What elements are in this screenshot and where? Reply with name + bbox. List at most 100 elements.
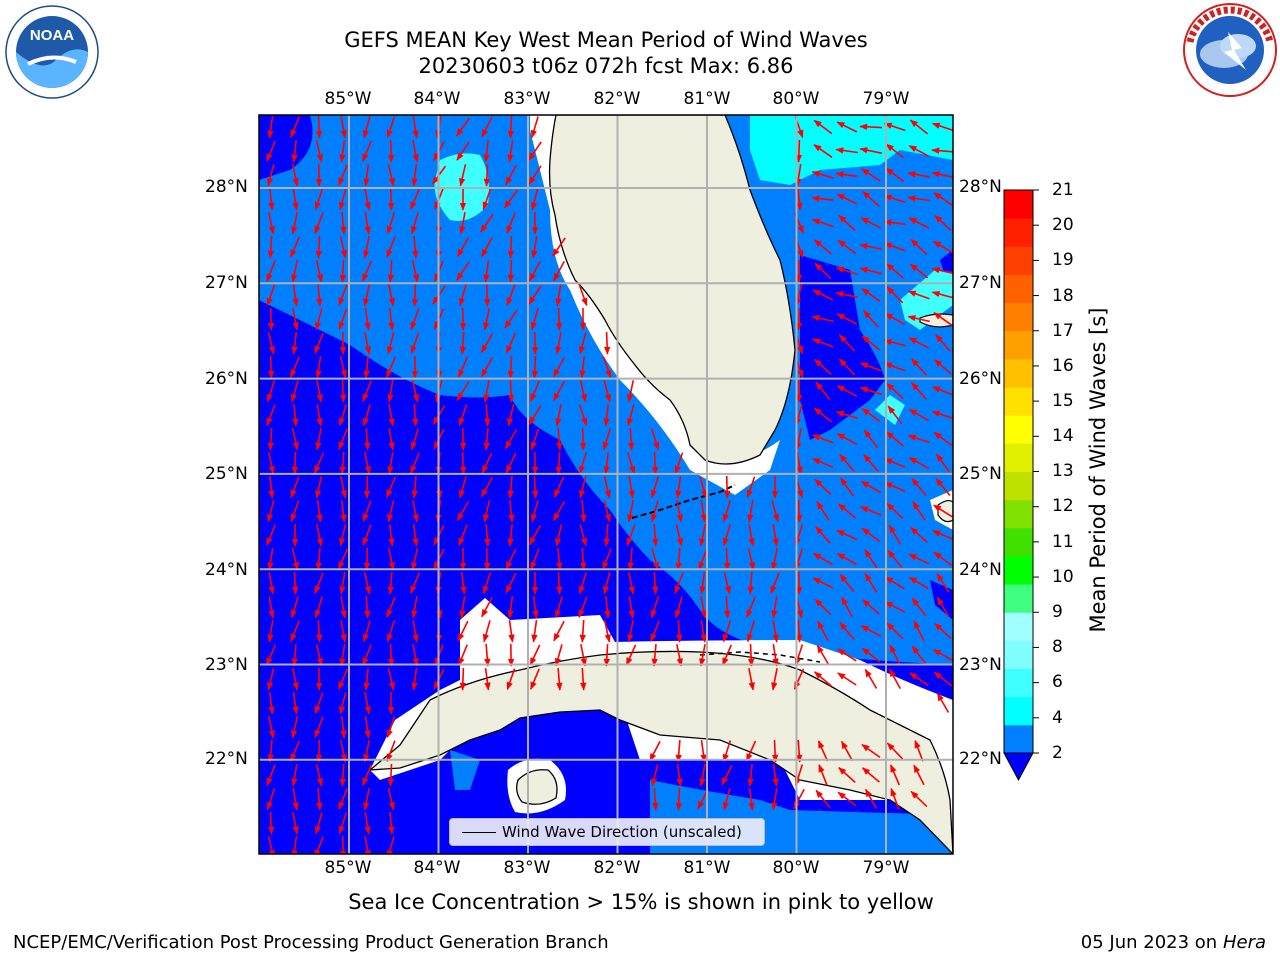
wave-direction-arrow	[933, 671, 953, 687]
wave-direction-arrow	[908, 217, 930, 229]
nws-logo	[1183, 3, 1277, 97]
wave-direction-arrow	[771, 595, 778, 619]
wave-direction-arrow	[933, 504, 953, 518]
wave-direction-arrow	[266, 788, 276, 811]
wave-direction-arrow	[338, 308, 348, 331]
wave-direction-arrow	[315, 260, 323, 283]
wave-direction-arrow	[289, 236, 301, 258]
wave-direction-arrow	[412, 523, 419, 547]
wave-direction-arrow	[811, 338, 834, 348]
wave-direction-arrow	[887, 549, 903, 569]
wave-direction-arrow	[603, 620, 611, 643]
wave-direction-arrow	[483, 500, 491, 523]
wave-direction-arrow	[932, 648, 953, 662]
wave-direction-arrow	[339, 379, 347, 403]
wave-direction-arrow	[862, 599, 880, 615]
wave-direction-arrow	[884, 601, 906, 613]
wave-direction-arrow	[838, 214, 856, 232]
lat-label-left: 27°N	[205, 273, 248, 293]
wave-direction-arrow	[698, 548, 708, 571]
wave-direction-arrow	[864, 668, 878, 689]
wave-direction-arrow	[908, 456, 929, 470]
wave-direction-arrow	[291, 428, 299, 451]
land-bahamas-abaco	[919, 313, 953, 328]
wave-direction-arrow	[933, 551, 953, 567]
wave-direction-arrow	[340, 716, 347, 739]
wave-direction-arrow	[530, 380, 540, 402]
wave-direction-arrow	[411, 548, 419, 571]
wave-direction-arrow	[314, 332, 324, 354]
wave-direction-arrow	[410, 452, 420, 474]
wave-direction-arrow	[481, 452, 493, 474]
wave-direction-arrow	[387, 571, 394, 595]
wave-direction-arrow	[626, 404, 635, 427]
wave-direction-arrow	[481, 116, 493, 138]
wave-direction-arrow	[292, 403, 299, 427]
wave-direction-arrow	[603, 380, 612, 403]
wave-direction-arrow	[315, 476, 323, 499]
wave-direction-arrow	[627, 500, 635, 523]
noaa-logo: NOAA	[5, 5, 99, 99]
wave-direction-arrow	[459, 667, 467, 691]
wave-direction-arrow	[748, 668, 755, 691]
wave-direction-arrow	[315, 140, 323, 163]
wave-direction-arrow	[292, 571, 299, 595]
colorbar-segment	[1004, 584, 1033, 613]
wave-direction-arrow	[482, 188, 492, 211]
wave-direction-arrow	[628, 595, 635, 619]
wave-direction-arrow	[936, 596, 950, 617]
wave-direction-arrow	[674, 452, 684, 475]
wave-direction-arrow	[813, 671, 832, 687]
wave-direction-arrow	[555, 571, 563, 595]
wave-direction-arrow	[316, 380, 323, 403]
wave-direction-arrow	[914, 739, 924, 762]
wave-direction-arrow	[363, 356, 370, 379]
map-legend: Wind Wave Direction (unscaled)	[449, 818, 765, 846]
wave-direction-arrow	[885, 167, 905, 183]
wave-direction-arrow	[292, 164, 299, 187]
lon-label-top: 82°W	[593, 89, 641, 109]
wave-direction-arrow	[886, 286, 904, 304]
colorbar-tick: 14	[1052, 426, 1074, 446]
wave-direction-arrow	[908, 553, 930, 565]
wave-direction-arrow	[340, 116, 347, 139]
wave-direction-arrow	[813, 239, 832, 255]
wave-direction-arrow	[339, 259, 347, 283]
lon-label-bottom: 79°W	[862, 858, 910, 878]
lat-label-left: 23°N	[205, 655, 248, 675]
wave-direction-arrow	[507, 475, 514, 499]
wave-direction-arrow	[268, 188, 275, 211]
wave-direction-arrow	[602, 572, 611, 595]
wave-direction-arrow	[835, 266, 858, 276]
wave-direction-arrow	[723, 475, 731, 499]
colorbar-tick: 11	[1052, 532, 1074, 552]
wave-direction-arrow	[838, 358, 856, 376]
wave-direction-arrow	[771, 788, 778, 811]
wave-direction-arrow	[675, 787, 683, 811]
wave-direction-arrow	[836, 313, 858, 325]
wave-direction-arrow	[459, 451, 467, 475]
wave-direction-arrow	[836, 193, 858, 205]
wave-direction-arrow	[459, 331, 466, 355]
wave-direction-arrow	[650, 500, 659, 523]
wave-direction-arrow	[935, 477, 951, 497]
colorbar-segment	[1004, 443, 1033, 472]
wave-direction-arrow	[457, 356, 469, 378]
colorbar-tick: 9	[1052, 602, 1063, 622]
wave-direction-arrow	[484, 523, 491, 547]
wave-direction-arrow	[722, 740, 732, 763]
wave-direction-arrow	[652, 523, 659, 547]
wave-direction-arrow	[813, 407, 833, 423]
wave-direction-arrow	[933, 312, 953, 326]
wave-direction-arrow	[838, 767, 856, 783]
wave-direction-arrow	[627, 452, 636, 475]
wave-direction-arrow	[934, 359, 952, 375]
wave-direction-arrow	[530, 548, 540, 571]
wave-direction-arrow	[931, 410, 953, 420]
colorbar-segment	[1004, 696, 1033, 726]
wave-direction-arrow	[386, 332, 395, 355]
wave-direction-arrow	[652, 787, 659, 811]
wave-direction-arrow	[554, 596, 563, 619]
wave-direction-arrow	[553, 476, 565, 498]
